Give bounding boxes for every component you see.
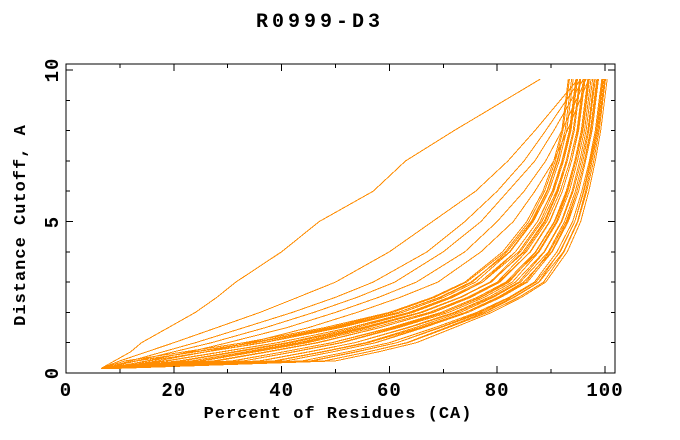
curve-model-20 bbox=[106, 79, 585, 369]
y-tick-label-10: 10 bbox=[42, 57, 64, 83]
model-curves bbox=[100, 78, 608, 369]
x-axis-label: Percent of Residues (CA) bbox=[203, 405, 473, 424]
curve-model-28 bbox=[110, 79, 596, 369]
curve-model-09 bbox=[101, 79, 570, 369]
curve-model-07 bbox=[100, 79, 569, 369]
y-axis-label: Distance Cutoff, A bbox=[12, 124, 31, 326]
curve-model-24 bbox=[108, 79, 590, 369]
curve-model-22 bbox=[107, 79, 589, 369]
chart-title: R0999-D3 bbox=[255, 11, 384, 34]
curve-model-31 bbox=[112, 79, 603, 369]
curve-model-36 bbox=[114, 79, 608, 369]
curve-model-11 bbox=[102, 79, 573, 369]
curve-model-15 bbox=[104, 79, 578, 369]
curve-model-30 bbox=[111, 79, 598, 369]
x-tick-label-100: 100 bbox=[586, 380, 624, 402]
y-tick-label-5: 5 bbox=[42, 215, 64, 228]
curve-model-01 bbox=[100, 78, 541, 369]
y-tick-label-0: 0 bbox=[42, 366, 64, 380]
x-tick-label-20: 20 bbox=[161, 380, 187, 402]
x-tick-label-0: 0 bbox=[59, 380, 73, 402]
curve-model-18 bbox=[105, 79, 582, 369]
curve-model-04 bbox=[103, 78, 584, 369]
x-tick-label-80: 80 bbox=[484, 380, 510, 402]
curve-model-26 bbox=[109, 79, 594, 369]
curve-model-33 bbox=[112, 79, 604, 369]
curve-model-17 bbox=[105, 79, 584, 369]
curve-model-02 bbox=[100, 78, 579, 369]
plot-box-and-ticks bbox=[65, 63, 616, 374]
curve-model-03 bbox=[103, 78, 582, 369]
x-tick-label-40: 40 bbox=[269, 380, 294, 402]
x-tick-label-60: 60 bbox=[376, 380, 402, 402]
curve-model-35 bbox=[113, 79, 605, 369]
curve-model-13 bbox=[103, 79, 577, 369]
